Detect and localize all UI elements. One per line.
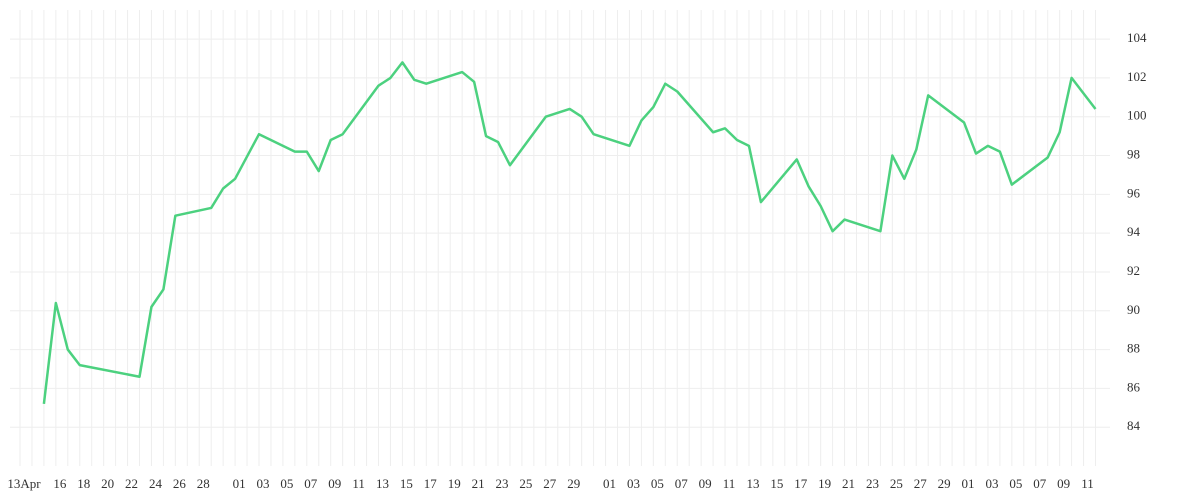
x-tick-label: 07 [675,476,689,491]
x-tick-label: 11 [1081,476,1094,491]
x-tick-label: 27 [914,476,928,491]
x-tick-label: 26 [173,476,187,491]
x-tick-label: 03 [627,476,640,491]
x-tick-label: 11 [352,476,365,491]
y-tick-label: 100 [1127,108,1147,123]
x-tick-label: 05 [651,476,664,491]
x-tick-label: 13 [746,476,759,491]
y-tick-label: 96 [1127,185,1141,200]
x-tick-label: 25 [890,476,903,491]
x-tick-label: 20 [101,476,114,491]
y-tick-label: 92 [1127,263,1140,278]
x-tick-label: 19 [818,476,831,491]
y-tick-label: 98 [1127,147,1140,162]
x-tick-label: 13 [376,476,389,491]
y-tick-label: 90 [1127,302,1140,317]
x-tick-label: 22 [125,476,138,491]
x-tick-label: 28 [197,476,210,491]
x-tick-label: 03 [985,476,998,491]
x-tick-label: 09 [328,476,341,491]
x-tick-label: 23 [496,476,509,491]
x-tick-label: 25 [519,476,532,491]
x-tick-label: 05 [280,476,293,491]
x-tick-label: 15 [770,476,783,491]
x-tick-label: 23 [866,476,879,491]
y-tick-label: 104 [1127,30,1147,45]
y-tick-label: 86 [1127,379,1141,394]
y-tick-label: 88 [1127,341,1140,356]
x-tick-label: 07 [1033,476,1047,491]
x-tick-label: 15 [400,476,413,491]
x-tick-label: 29 [938,476,951,491]
x-tick-label: 09 [1057,476,1070,491]
y-tick-label: 102 [1127,69,1147,84]
line [42,61,1097,405]
x-tick-label: 24 [149,476,163,491]
x-tick-label: 01 [962,476,975,491]
x-tick-label: 16 [53,476,67,491]
x-tick-label: 21 [472,476,485,491]
x-tick-label: 03 [257,476,270,491]
x-tick-label: 09 [699,476,712,491]
x-tick-label: 17 [794,476,808,491]
x-tick-label: 19 [448,476,461,491]
x-tick-label: 29 [567,476,580,491]
x-tick-label: 01 [603,476,616,491]
y-tick-label: 94 [1127,224,1141,239]
x-tick-label: 18 [77,476,90,491]
x-tick-label: 05 [1009,476,1022,491]
x-tick-label: 13Apr [7,476,41,491]
x-tick-label: 01 [233,476,246,491]
y-tick-label: 84 [1127,418,1141,433]
x-tick-label: 27 [543,476,557,491]
x-tick-label: 17 [424,476,438,491]
x-tick-label: 07 [304,476,318,491]
x-tick-label: 11 [723,476,736,491]
x-tick-label: 21 [842,476,855,491]
